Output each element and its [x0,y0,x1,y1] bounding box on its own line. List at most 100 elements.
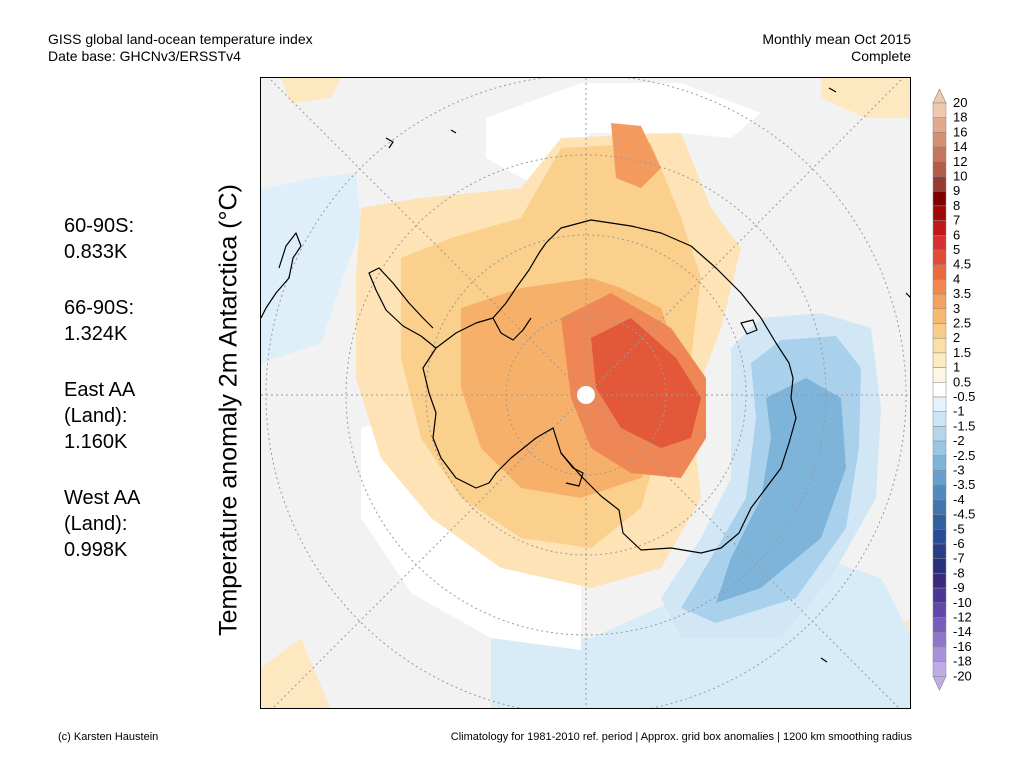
stat-label: 66-90S: [64,297,135,319]
island-1 [385,137,394,149]
legend-swatch [932,396,947,412]
antarctic-peninsula [368,267,437,349]
title-line-1: GISS global land-ocean temperature index [48,31,313,47]
stat-value: 0.998K [64,539,128,561]
legend-swatch [932,499,947,515]
legend-swatch [932,543,947,559]
legend-tick-label: -3.5 [953,477,975,492]
legend-swatch [932,190,947,207]
legend-tick-label: -1.5 [953,418,975,433]
legend-tick-label: 10 [953,169,967,184]
period-label: Monthly mean Oct 2015 [762,31,911,47]
legend-swatch [932,264,947,280]
map-panel [260,77,911,709]
coastlines [261,87,910,663]
stat-value: 1.160K [64,431,128,453]
legend-swatch [932,176,947,192]
legend-swatch [932,558,947,574]
legend-tick-label: -18 [953,654,972,669]
legend-tick-label: -16 [953,639,972,654]
polar-map [261,78,910,708]
island-6 [820,657,828,663]
legend-swatch [932,102,947,118]
legend-tick-label: 0.5 [953,374,971,389]
legend-swatch [932,587,947,604]
legend-tick-label: 14 [953,139,967,154]
legend-tick-label: -20 [953,668,972,683]
legend-tick-label: -10 [953,595,972,610]
island-5 [905,292,910,298]
legend-swatch [932,235,947,251]
legend-tick-label: -4 [953,492,965,507]
stat-label: (Land): [64,513,128,535]
south-pole-marker [577,386,595,404]
legend-tick-label: 9 [953,183,960,198]
pacific-cool-field [261,173,361,363]
legend-tick-label: 2 [953,330,960,345]
legend-swatch [932,220,947,236]
legend-tick-label: 4 [953,271,960,286]
legend-swatch [932,132,947,148]
legend-swatch [932,382,947,398]
stat-label: West AA [64,487,141,509]
legend-swatch [932,249,947,265]
legend-swatch [932,426,947,442]
legend-tick-label: -4.5 [953,507,975,522]
legend-tick-label: -14 [953,624,972,639]
legend-swatch [932,293,947,310]
legend-swatch [932,411,947,427]
legend-tick-label: -0.5 [953,389,975,404]
methodology-note: Climatology for 1981-2010 ref. period | … [450,731,912,743]
legend-min-arrow [932,676,947,692]
legend-tick-label: -6 [953,536,965,551]
legend-swatch [932,573,947,589]
stat-66-90s: 66-90S: 1.324K [64,295,134,347]
antarctic-warm-fields [356,123,741,588]
legend-tick-label: 1.5 [953,345,971,360]
color-legend-swatches [932,88,947,692]
weddell-sea-notch [492,317,532,341]
island-2 [450,129,457,134]
legend-swatch [932,337,947,354]
legend-max-arrow [932,88,947,104]
legend-swatch [932,352,947,368]
legend-swatch [932,455,947,471]
legend-tick-label: 7 [953,213,960,228]
legend-swatch [932,631,947,648]
legend-swatch [932,367,947,383]
legend-tick-label: 6 [953,227,960,242]
legend-tick-label: 2.5 [953,316,971,331]
south-america-tip [261,232,302,319]
legend-tick-label: 1 [953,360,960,375]
legend-tick-label: 18 [953,110,967,125]
top-warm-wedge [611,123,661,188]
header-right: Monthly mean Oct 2015 Complete [762,31,911,65]
stat-value: 1.324K [64,323,128,345]
stat-label: (Land): [64,405,128,427]
legend-tick-label: 5 [953,242,960,257]
legend-tick-label: 3.5 [953,286,971,301]
island-3 [740,319,758,335]
bottom-left-warm-patch [261,638,331,708]
legend-swatch [932,117,947,133]
legend-tick-label: -2.5 [953,448,975,463]
legend-swatch [932,440,947,457]
warm-field-hottest [591,318,701,448]
legend-tick-label: -3 [953,463,965,478]
top-warm-patch [281,78,341,103]
legend-swatch [932,323,947,339]
title-line-2: Date base: GHCNv3/ERSSTv4 [48,48,241,64]
legend-swatch [932,484,947,501]
indian-ocean-cool-inner [716,378,846,603]
legend-tick-label: 4.5 [953,257,971,272]
stat-east-aa: East AA (Land): 1.160K [64,377,135,455]
legend-tick-label: 12 [953,154,967,169]
legend-swatch [932,161,947,177]
legend-swatch [932,146,947,163]
legend-tick-label: 3 [953,301,960,316]
ross-sea-notch [560,452,584,487]
legend-tick-label: -5 [953,521,965,536]
legend-tick-label: -1 [953,404,965,419]
header-left: GISS global land-ocean temperature index… [48,31,313,65]
legend-tick-label: 16 [953,124,967,139]
